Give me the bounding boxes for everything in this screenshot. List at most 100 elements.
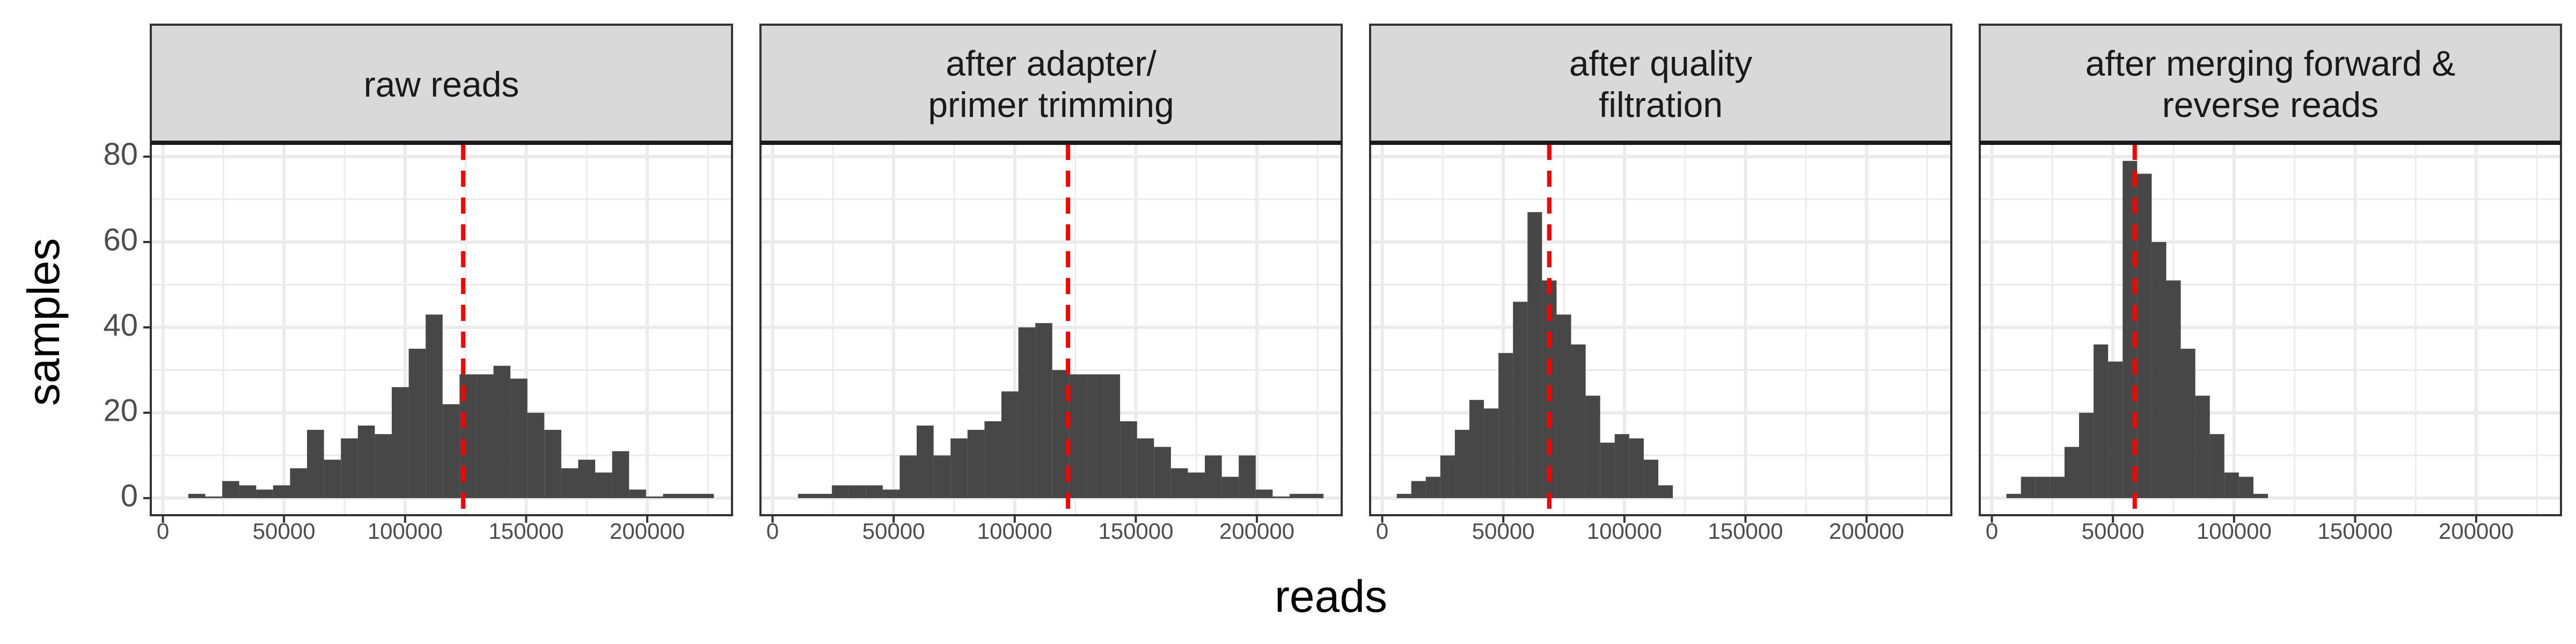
histogram-bar	[1035, 323, 1052, 499]
histogram-bar	[2006, 494, 2021, 499]
histogram-bar	[848, 485, 866, 499]
histogram-bar	[697, 494, 714, 499]
histogram-bar	[2108, 361, 2123, 499]
histogram-bar	[899, 455, 917, 499]
histogram-bar	[239, 485, 257, 499]
histogram-bar	[2035, 477, 2050, 499]
histogram-bar	[1643, 459, 1658, 499]
facet-strip	[1369, 24, 1952, 143]
histogram-bar	[629, 489, 646, 499]
histogram-bar	[1469, 400, 1484, 499]
facet-strip	[150, 24, 733, 143]
x-tick-label: 200000	[2439, 518, 2514, 544]
histogram-bar	[1440, 455, 1455, 499]
histogram-bar	[663, 494, 680, 499]
histogram-bar	[1454, 429, 1470, 499]
histogram-bar	[882, 489, 900, 499]
histogram-bar	[933, 455, 951, 499]
y-tick-label: 40	[103, 308, 138, 342]
x-tick-label: 100000	[1587, 518, 1662, 544]
histogram-bar	[832, 485, 849, 499]
x-tick-label: 100000	[368, 518, 443, 544]
histogram-bar	[544, 429, 561, 499]
histogram-bar	[1221, 477, 1239, 499]
histogram-bar	[1527, 212, 1542, 499]
x-tick-label: 50000	[2082, 518, 2145, 544]
histogram-bar	[646, 496, 663, 499]
histogram-bar	[2195, 396, 2210, 499]
histogram-bar	[1137, 438, 1154, 499]
histogram-bar	[1289, 494, 1307, 499]
histogram-bar	[2021, 477, 2036, 499]
histogram-bar	[1188, 472, 1205, 499]
x-tick-label: 0	[1986, 518, 1998, 544]
x-tick-label: 50000	[253, 518, 316, 544]
histogram-bar	[561, 468, 579, 499]
histogram-bar	[391, 387, 409, 499]
histogram-bar	[2064, 447, 2080, 499]
facet-strip	[1979, 24, 2562, 143]
x-tick-label: 100000	[977, 518, 1052, 544]
x-tick-label: 0	[1376, 518, 1388, 544]
histogram-bar	[815, 494, 832, 499]
x-axis-title: reads	[1275, 571, 1387, 621]
histogram-bar	[1571, 344, 1586, 499]
histogram-bar	[341, 438, 358, 499]
facet-title: after merging forward & reverse reads	[2085, 43, 2456, 125]
histogram-bar	[1018, 327, 1036, 499]
histogram-bar	[1411, 481, 1426, 499]
histogram-bar	[476, 374, 494, 499]
x-tick-label: 100000	[2197, 518, 2272, 544]
y-tick-label: 80	[103, 137, 138, 172]
y-axis-title: samples	[18, 238, 69, 406]
x-tick-label: 150000	[2317, 518, 2392, 544]
x-tick-label: 0	[766, 518, 779, 544]
histogram-bar	[1170, 468, 1188, 499]
histogram-bar	[1154, 447, 1171, 499]
histogram-bar	[1658, 485, 1673, 499]
x-tick-label: 50000	[862, 518, 925, 544]
histogram-bar	[375, 434, 392, 499]
histogram-bar	[307, 429, 324, 499]
y-tick-label: 60	[103, 222, 138, 257]
facet-title: after adapter/primer trimming	[928, 43, 1174, 125]
histogram-bar	[1629, 438, 1644, 499]
histogram-bar	[1498, 353, 1513, 499]
histogram-bar	[1585, 396, 1600, 499]
histogram-bar	[2094, 344, 2109, 499]
histogram-bar	[290, 468, 308, 499]
histogram-bar	[1306, 494, 1324, 499]
facet-strip	[759, 24, 1343, 143]
histogram-bar	[426, 314, 443, 499]
x-tick-label: 150000	[488, 518, 564, 544]
x-tick-label: 200000	[610, 518, 685, 544]
facet-title: after quality filtration	[1569, 43, 1752, 125]
x-tick-label: 200000	[1829, 518, 1904, 544]
histogram-bar	[984, 421, 1001, 499]
histogram-bar	[1614, 434, 1629, 499]
histogram-bar	[578, 459, 596, 499]
histogram-bar	[595, 472, 612, 499]
histogram-bar	[679, 494, 697, 499]
histogram-bar	[1255, 489, 1273, 499]
histogram-bar	[188, 494, 206, 499]
histogram-bar	[2137, 173, 2152, 499]
histogram-bar	[2209, 434, 2224, 499]
histogram-bar	[1556, 314, 1571, 499]
histogram-bar	[1513, 302, 1528, 499]
histogram-bar	[917, 425, 934, 499]
histogram-bar	[205, 496, 223, 499]
histogram-bar	[1069, 374, 1086, 499]
histogram-bar	[408, 348, 426, 499]
histogram-bar	[1396, 494, 1411, 499]
histogram-bar	[256, 489, 273, 499]
histogram-bar	[442, 404, 460, 499]
histogram-bar	[357, 425, 375, 499]
histogram-bar	[2166, 280, 2181, 499]
histogram-bar	[1239, 455, 1256, 499]
histogram-bar	[1120, 421, 1137, 499]
histogram-bar	[493, 365, 511, 499]
y-tick-label: 0	[121, 479, 138, 514]
histogram-bar	[2253, 494, 2268, 499]
histogram-bar	[1600, 442, 1615, 499]
